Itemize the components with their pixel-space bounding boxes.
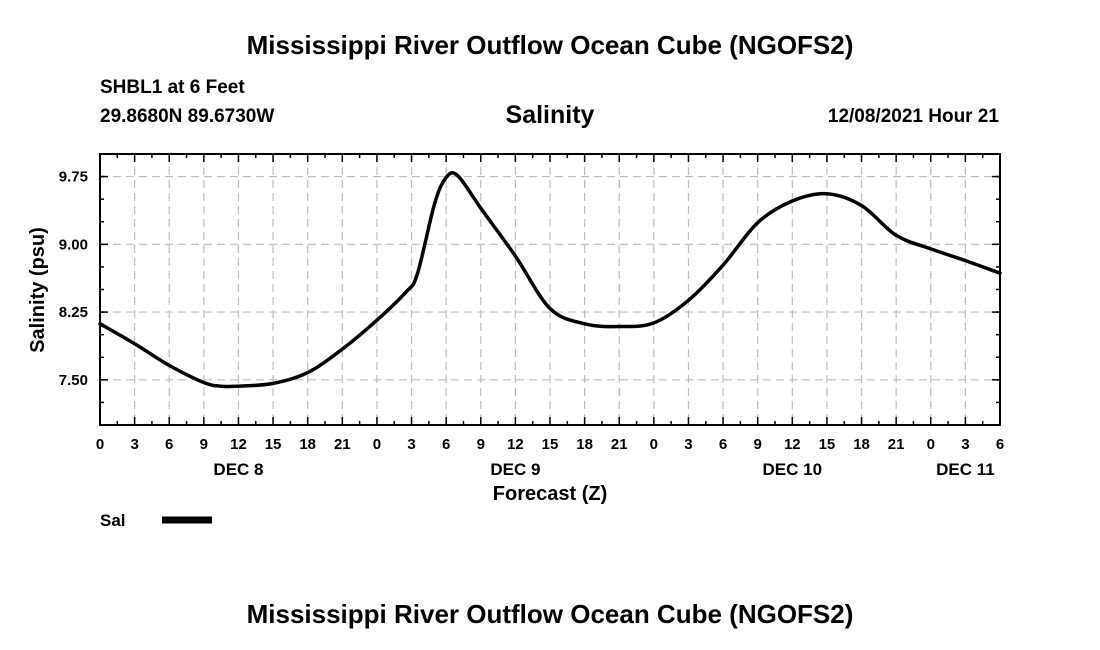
x-tick-label: 18	[576, 436, 593, 453]
x-tick-label: 0	[927, 436, 935, 453]
x-tick-label: 12	[230, 436, 247, 453]
x-tick-label: 18	[853, 436, 870, 453]
station-label: SHBL1 at 6 Feet	[100, 77, 245, 98]
y-tick-label: 7.50	[59, 372, 88, 389]
x-tick-label: 21	[611, 436, 628, 453]
x-tick-label: 6	[996, 436, 1004, 453]
x-axis-label: Forecast (Z)	[493, 483, 607, 505]
x-tick-label: 0	[373, 436, 381, 453]
day-labels: DEC 8 DEC 9 DEC 10 DEC 11	[213, 460, 994, 479]
x-tick-labels: 0 3 6 9 12 15 18 21 0 3 6 9 12 15 18 21 0 3 6 9 12 15 18 21 0 3 6	[96, 436, 1004, 453]
x-tick-label: 6	[719, 436, 727, 453]
y-tick-label: 8.25	[59, 304, 88, 321]
legend-label: Sal	[100, 511, 126, 530]
x-tick-label: 0	[96, 436, 104, 453]
x-tick-label: 21	[888, 436, 905, 453]
day-label: DEC 8	[213, 460, 263, 479]
grid-lines	[100, 154, 1000, 425]
chart-title: Salinity	[505, 101, 595, 129]
day-label: DEC 9	[490, 460, 540, 479]
y-tick-label: 9.75	[59, 169, 88, 186]
salinity-series-line	[98, 171, 1002, 389]
x-tick-label: 0	[650, 436, 658, 453]
station-coordinates: 29.8680N 89.6730W	[100, 106, 275, 127]
x-tick-label: 9	[200, 436, 208, 453]
y-axis-label: Salinity (psu)	[27, 227, 49, 353]
x-tick-label: 15	[265, 436, 282, 453]
main-title: Mississippi River Outflow Ocean Cube (NG…	[246, 30, 854, 60]
forecast-datetime: 12/08/2021 Hour 21	[827, 106, 999, 127]
x-tick-label: 3	[130, 436, 138, 453]
y-tick-label: 9.00	[59, 236, 88, 253]
footer-title: Mississippi River Outflow Ocean Cube (NG…	[246, 599, 854, 629]
x-tick-label: 3	[684, 436, 692, 453]
x-tick-label: 15	[819, 436, 836, 453]
x-tick-label: 21	[334, 436, 351, 453]
x-tick-label: 18	[299, 436, 316, 453]
x-tick-label: 15	[542, 436, 559, 453]
x-tick-label: 9	[754, 436, 762, 453]
day-label: DEC 11	[936, 460, 995, 479]
day-label: DEC 10	[763, 460, 823, 479]
x-tick-label: 12	[507, 436, 524, 453]
x-tick-label: 3	[961, 436, 969, 453]
x-tick-label: 6	[442, 436, 450, 453]
x-tick-label: 6	[165, 436, 173, 453]
x-tick-label: 9	[477, 436, 485, 453]
y-tick-labels: 7.50 8.25 9.00 9.75	[59, 169, 88, 389]
x-tick-label: 12	[784, 436, 801, 453]
x-tick-label: 3	[407, 436, 415, 453]
plot-frame	[99, 153, 1001, 426]
